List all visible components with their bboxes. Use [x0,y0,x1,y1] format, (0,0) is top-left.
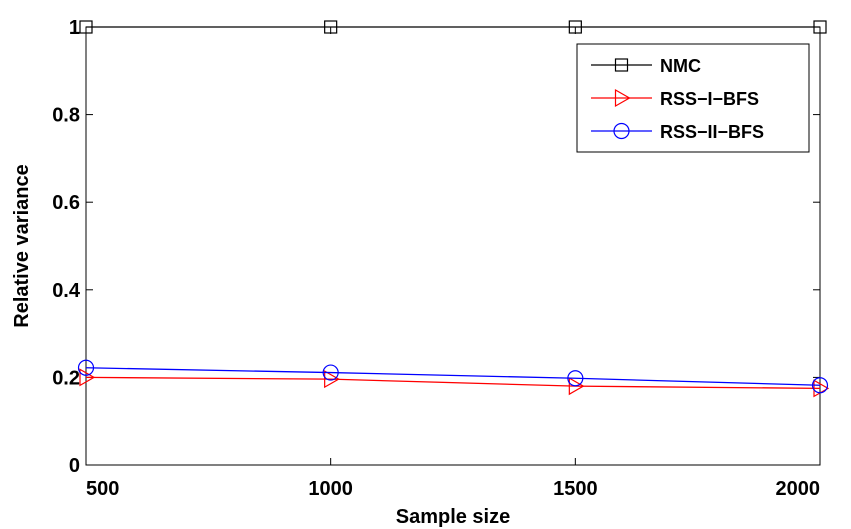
legend: NMC RSS−I−BFS RSS−II−BFS [576,43,810,153]
data-point-rss-i-bfs [568,377,585,396]
data-point-rss-i-bfs [79,368,96,387]
data-point-nmc [568,20,582,34]
y-tick-label: 0.6 [52,192,80,214]
legend-label-rss-ii-bfs: RSS−II−BFS [660,122,764,142]
data-point-rss-ii-bfs [322,364,339,381]
y-axis-label: Relative variance [11,164,33,327]
data-point-rss-i-bfs [324,370,340,389]
data-point-rss-ii-bfs [811,377,829,394]
y-tick-label: 0.4 [52,280,81,302]
x-tick-label: 1000 [308,478,353,500]
legend-marker-nmc [614,58,629,72]
x-tick-label: 1500 [553,478,598,500]
axis-ticks: 500 1000 1500 2000 0 0.2 0.4 0.6 0.8 1 [52,17,821,500]
data-point-rss-ii-bfs [77,359,95,376]
x-tick-label: 2000 [776,478,821,500]
data-point-rss-ii-bfs [567,370,584,387]
data-point-nmc [324,20,338,34]
x-tick-label: 500 [86,478,119,500]
legend-label-nmc: NMC [660,56,701,76]
y-tick-label: 0 [69,455,80,477]
series-line-rss-ii-bfs [85,367,821,386]
legend-marker-rss-i-bfs [614,88,631,108]
series-layer [77,20,830,398]
legend-label-rss-i-bfs: RSS−I−BFS [660,89,759,109]
y-tick-label: 0.2 [52,367,80,389]
data-point-nmc [79,20,93,34]
series-line-rss-i-bfs [85,376,821,389]
x-axis-label: Sample size [396,506,511,528]
y-tick-label: 0.8 [52,105,80,127]
legend-marker-rss-ii-bfs [613,122,630,140]
y-tick-label: 1 [69,17,80,39]
data-point-nmc [813,20,827,34]
